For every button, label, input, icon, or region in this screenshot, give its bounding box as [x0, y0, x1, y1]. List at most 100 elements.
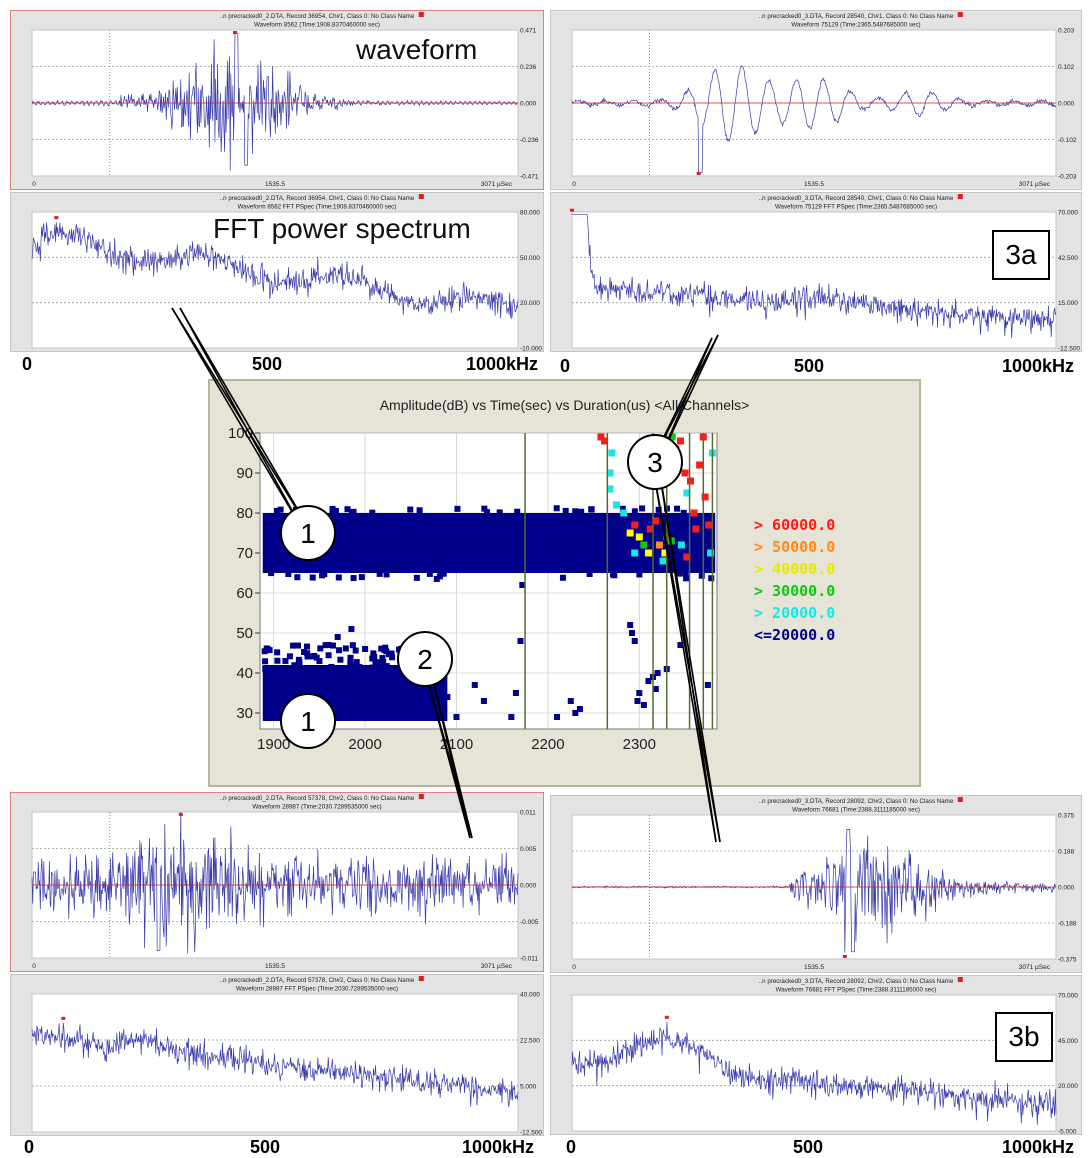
- scatter-point: [292, 506, 299, 513]
- scatter-point: [350, 575, 357, 582]
- scatter-point: [385, 667, 392, 674]
- scatter-point: [383, 571, 390, 578]
- scatter-hot-point: [612, 501, 620, 509]
- peak-marker: [664, 1015, 669, 1019]
- scatter-hot-point: [655, 541, 663, 549]
- scatter-point: [407, 506, 414, 513]
- y-tick-label: -0.236: [520, 137, 539, 144]
- big-tick-1000-bottom-right: 1000kHz: [1002, 1137, 1075, 1157]
- y-tick-label: 0.005: [520, 846, 537, 853]
- panel-wf-top-right: ..n precracked0_3.DTA, Record 28540, Ch#…: [550, 10, 1082, 190]
- panel-subheader-text: Waveform 28987 FFT PSpec (Time:2030.7289…: [236, 986, 398, 993]
- panel-subheader-text: Waveform 75129 FFT PSpec (Time:2365.5487…: [775, 204, 937, 211]
- legend-gt-60000: > 60000.0: [754, 516, 836, 534]
- big-tick-1000-bottom-left: 1000kHz: [462, 1137, 535, 1157]
- scatter-point: [414, 643, 421, 650]
- scatter-point: [578, 508, 585, 515]
- scatter-point: [444, 694, 451, 700]
- close-marker: [418, 194, 424, 199]
- scatter-point: [302, 666, 309, 673]
- close-marker: [418, 794, 424, 799]
- x-tick-label: 0: [32, 181, 36, 188]
- y-tick-label: 0.102: [1058, 64, 1075, 71]
- peak-marker: [842, 955, 847, 958]
- scatter-point: [567, 698, 574, 704]
- scatter-point: [562, 507, 569, 514]
- scatter-point: [332, 507, 339, 514]
- scatter-hot-point: [668, 433, 676, 441]
- panel-header-text: ..n precracked0_3.DTA, Record 28092, Ch#…: [759, 798, 954, 805]
- scatter-point: [301, 648, 308, 655]
- scatter-point: [441, 644, 448, 651]
- scatter-point: [378, 659, 385, 666]
- scatter-point: [356, 670, 363, 677]
- scatter-hot-point: [681, 469, 689, 477]
- scatter-point: [438, 570, 445, 577]
- scatter-point: [304, 650, 311, 657]
- scatter-point: [572, 508, 579, 515]
- x-tick-label: 3071 µSec: [1019, 964, 1051, 971]
- scatter-point: [559, 574, 566, 581]
- panel-header-text: ..n precracked0_2.DTA, Record 57378, Ch#…: [220, 795, 415, 802]
- scatter-point: [609, 571, 616, 578]
- scatter-point: [310, 668, 317, 675]
- scatter-point: [370, 650, 377, 657]
- close-marker: [957, 977, 963, 982]
- scatter-point: [262, 658, 269, 665]
- scatter-point: [263, 645, 270, 652]
- scatter-point: [268, 570, 275, 577]
- scatter-point: [277, 506, 284, 513]
- y-tick-label: 0.375: [1058, 813, 1075, 820]
- scatter-hot-point: [640, 541, 648, 549]
- scatter-point: [330, 669, 337, 676]
- label-3b: 3b: [995, 1012, 1053, 1062]
- signal-trace: [31, 1022, 519, 1107]
- close-marker: [957, 194, 963, 199]
- scatter-y-label: 60: [236, 585, 253, 602]
- signal-trace: [571, 1021, 1057, 1125]
- scatter-point: [337, 656, 344, 663]
- scatter-point: [405, 655, 412, 662]
- scatter-point: [304, 653, 311, 660]
- scatter-point: [481, 505, 488, 512]
- scatter-point: [276, 667, 283, 674]
- scatter-hot-point: [690, 509, 698, 517]
- panel-subheader-text: Waveform 8562 (Time:1908.8370460000 sec): [254, 22, 380, 29]
- scatter-hot-point: [606, 485, 614, 493]
- scatter-point: [317, 645, 324, 652]
- scatter-point: [639, 505, 646, 512]
- scatter-y-label: 30: [236, 705, 253, 722]
- scatter-point: [517, 638, 524, 644]
- scatter-point: [576, 706, 583, 712]
- panel-svg-wf_bottom_left: ..n precracked0_2.DTA, Record 57378, Ch#…: [10, 792, 544, 972]
- big-tick-0-bottom-left: 0: [24, 1137, 35, 1157]
- scatter-point: [325, 642, 332, 648]
- peak-marker: [570, 208, 574, 212]
- y-tick-label: 40.000: [520, 992, 540, 999]
- y-tick-label: 5.000: [520, 1084, 537, 1091]
- scatter-point: [329, 642, 336, 649]
- scatter-point: [286, 653, 293, 660]
- scatter-point: [588, 506, 595, 513]
- scatter-point: [392, 665, 399, 672]
- scatter-point: [376, 665, 383, 672]
- signal-trace: [31, 33, 519, 171]
- scatter-x-label: 1900: [257, 736, 290, 753]
- x-tick-label: 1535.5: [804, 964, 824, 971]
- legend-le-20000: <=20000.0: [754, 626, 836, 644]
- scatter-window: Amplitude(dB) vs Time(sec) vs Duration(u…: [208, 379, 921, 787]
- scatter-hot-point: [597, 433, 605, 441]
- scatter-y-label: 90: [236, 465, 253, 482]
- peak-marker: [61, 1016, 66, 1020]
- y-tick-label: -0.471: [520, 174, 539, 181]
- y-tick-label: 0.000: [1058, 885, 1075, 892]
- scatter-point: [393, 670, 400, 677]
- scatter-point: [349, 642, 356, 649]
- close-marker: [957, 12, 963, 17]
- scatter-point: [519, 582, 526, 588]
- scatter-point: [631, 638, 638, 644]
- panel-svg-wf_bottom_right: ..n precracked0_3.DTA, Record 28092, Ch#…: [550, 795, 1082, 973]
- scatter-point: [381, 669, 388, 676]
- y-tick-label: 0.203: [1058, 28, 1075, 35]
- scatter-hot-point: [659, 557, 667, 565]
